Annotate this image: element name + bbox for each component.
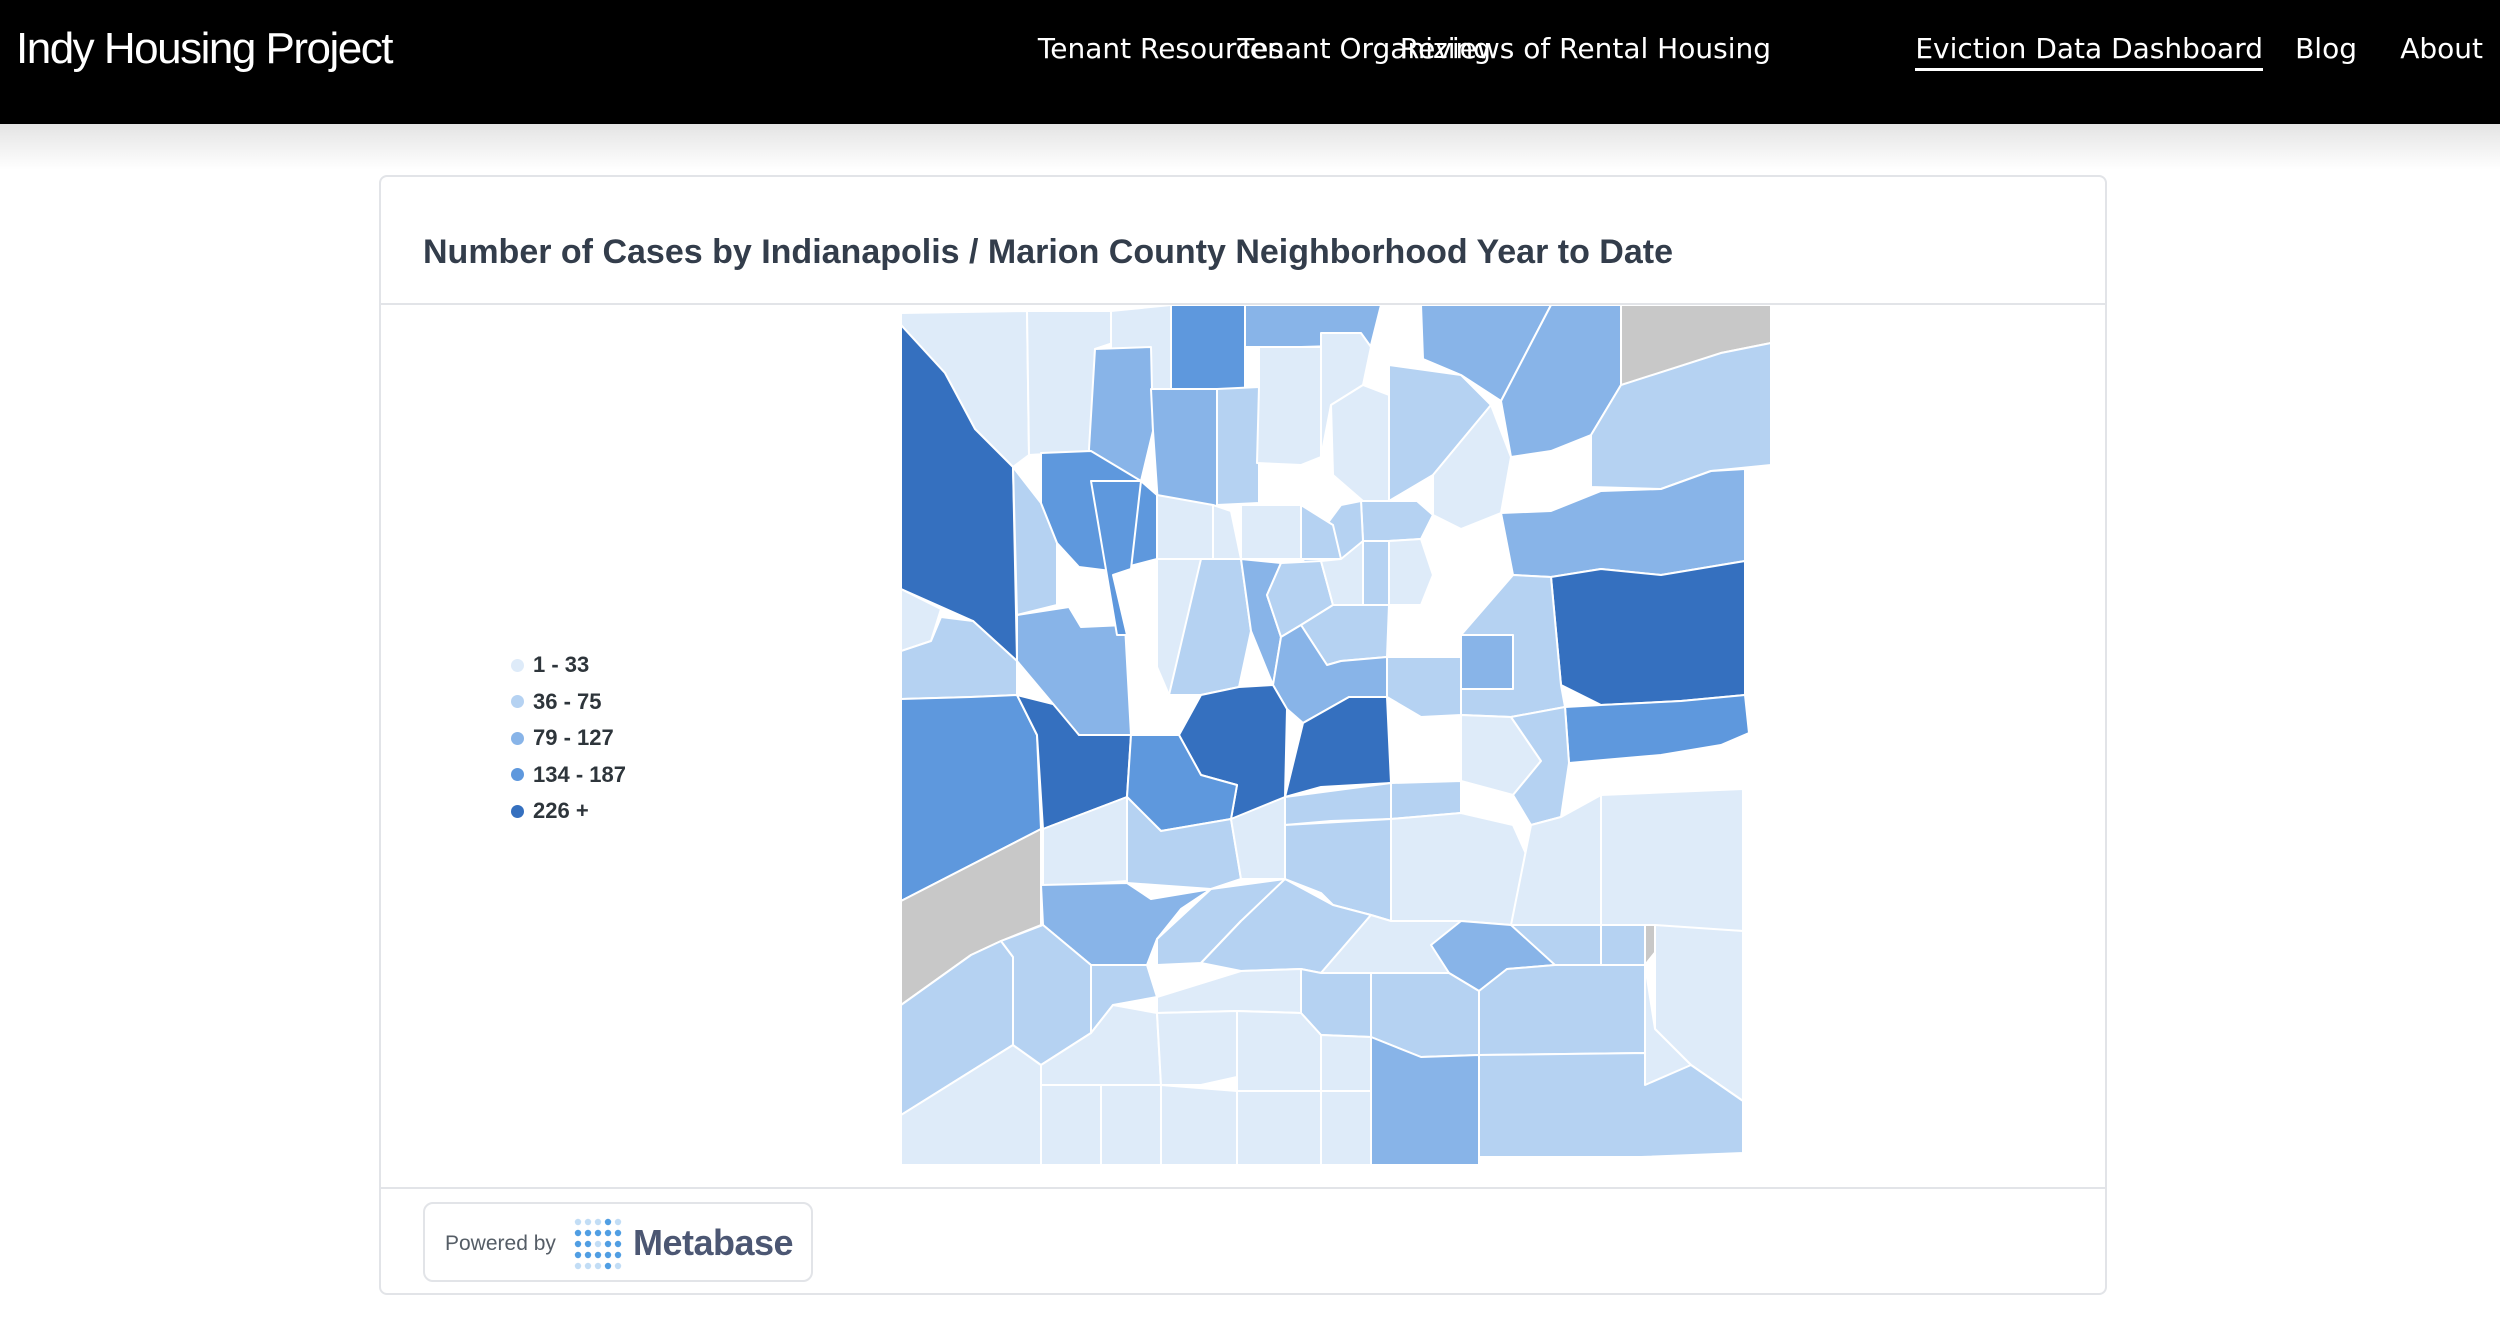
neighborhood-region[interactable]: [1320, 1034, 1372, 1092]
neighborhood-region[interactable]: [1478, 964, 1646, 1056]
metabase-logo-dot: [584, 1229, 592, 1237]
metabase-logo-dot: [604, 1262, 612, 1270]
neighborhood-choropleth-map[interactable]: [901, 305, 1781, 1175]
legend-label: 36 - 75: [533, 688, 602, 714]
metabase-logo-dot: [614, 1251, 622, 1259]
metabase-logo-dot: [594, 1240, 602, 1248]
neighborhood-region[interactable]: [1600, 788, 1744, 932]
legend-swatch-icon: [511, 731, 524, 745]
neighborhood-region[interactable]: [1564, 694, 1750, 764]
header-shadow: [0, 124, 2500, 170]
metabase-logo-dot: [574, 1218, 582, 1226]
nav-link-eviction-data-dashboard[interactable]: Eviction Data Dashboard: [1915, 32, 2263, 71]
neighborhood-region[interactable]: [1478, 1052, 1744, 1158]
map-legend: 1 - 33 36 - 75 79 - 127 134 - 187 226 +: [511, 647, 626, 830]
neighborhood-region[interactable]: [1388, 538, 1434, 606]
neighborhood-region[interactable]: [1550, 560, 1746, 706]
neighborhood-region[interactable]: [1156, 1010, 1238, 1086]
metabase-logo-dot: [574, 1229, 582, 1237]
neighborhood-region[interactable]: [1386, 656, 1462, 718]
legend-swatch-icon: [511, 768, 524, 782]
legend-label: 79 - 127: [533, 725, 614, 751]
metabase-logo-dot: [604, 1218, 612, 1226]
metabase-logo-dot: [604, 1240, 612, 1248]
metabase-logo-dot: [574, 1262, 582, 1270]
card-title: Number of Cases by Indianapolis / Marion…: [423, 233, 1673, 271]
nav-link-reviews-of-rental-housing[interactable]: Reviews of Rental Housing: [1399, 32, 1771, 65]
legend-item: 134 - 187: [511, 757, 626, 794]
neighborhood-region[interactable]: [1330, 384, 1390, 502]
metabase-logo-icon: [574, 1218, 622, 1270]
legend-item: 226 +: [511, 793, 626, 830]
neighborhood-region[interactable]: [1170, 305, 1246, 390]
legend-swatch-icon: [511, 658, 524, 672]
legend-label: 134 - 187: [533, 761, 626, 787]
neighborhood-region[interactable]: [1600, 924, 1646, 966]
legend-item: 1 - 33: [511, 647, 626, 684]
neighborhood-region[interactable]: [1420, 305, 1552, 402]
dashboard-card: Number of Cases by Indianapolis / Marion…: [379, 175, 2107, 1295]
nav-link-tenant-organizing[interactable]: Tenant Organizing: [1237, 32, 1491, 65]
metabase-logo-dot: [614, 1229, 622, 1237]
neighborhood-region[interactable]: [1156, 968, 1302, 1014]
neighborhood-region[interactable]: [1160, 1084, 1238, 1166]
legend-item: 36 - 75: [511, 684, 626, 721]
neighborhood-region[interactable]: [1100, 1084, 1162, 1166]
neighborhood-region[interactable]: [1040, 1084, 1102, 1166]
card-divider: [381, 303, 2105, 305]
neighborhood-region[interactable]: [1012, 466, 1058, 616]
nav-link-tenant-resources[interactable]: Tenant Resources: [1037, 32, 1283, 65]
neighborhood-region[interactable]: [1240, 504, 1302, 560]
metabase-logo-dot: [584, 1251, 592, 1259]
metabase-logo-dot: [614, 1218, 622, 1226]
metabase-logo-dot: [614, 1262, 622, 1270]
metabase-logo-dot: [584, 1240, 592, 1248]
metabase-logo-dot: [614, 1240, 622, 1248]
neighborhood-region[interactable]: [1090, 964, 1158, 1034]
metabase-brand-name: Metabase: [633, 1222, 794, 1263]
neighborhood-region[interactable]: [1460, 634, 1514, 690]
powered-by-metabase-badge[interactable]: Powered by Metabase: [423, 1202, 813, 1282]
neighborhood-region[interactable]: [1236, 1010, 1322, 1092]
neighborhood-region[interactable]: [1370, 1036, 1480, 1166]
nav-link-about[interactable]: About: [2400, 32, 2483, 65]
neighborhood-region[interactable]: [1432, 404, 1512, 530]
legend-label: 226 +: [533, 798, 589, 824]
metabase-logo-dot: [594, 1229, 602, 1237]
legend-swatch-icon: [511, 695, 524, 709]
neighborhood-region[interactable]: [1212, 504, 1242, 560]
legend-item: 79 - 127: [511, 720, 626, 757]
neighborhood-region[interactable]: [1256, 346, 1322, 466]
nav-link-blog[interactable]: Blog: [2295, 32, 2357, 65]
metabase-logo-dot: [594, 1251, 602, 1259]
neighborhood-region[interactable]: [1320, 1090, 1372, 1166]
metabase-logo-dot: [604, 1251, 612, 1259]
site-brand-link[interactable]: Indy Housing Project: [16, 24, 394, 73]
legend-label: 1 - 33: [533, 652, 590, 678]
neighborhood-region[interactable]: [1156, 494, 1214, 560]
neighborhood-region[interactable]: [1390, 812, 1532, 926]
neighborhood-region[interactable]: [1236, 1090, 1322, 1166]
metabase-logo-dot: [604, 1229, 612, 1237]
neighborhood-region[interactable]: [1360, 500, 1434, 542]
metabase-logo-dot: [574, 1251, 582, 1259]
metabase-logo-dot: [594, 1262, 602, 1270]
metabase-logo-dot: [584, 1262, 592, 1270]
metabase-logo-dot: [584, 1218, 592, 1226]
neighborhood-region[interactable]: [1216, 386, 1260, 506]
neighborhood-region[interactable]: [1090, 480, 1142, 636]
legend-swatch-icon: [511, 804, 524, 818]
metabase-logo-dot: [594, 1218, 602, 1226]
card-divider: [381, 1187, 2105, 1189]
metabase-logo-dot: [574, 1240, 582, 1248]
powered-by-label: Powered by: [445, 1232, 556, 1255]
top-navigation-bar: Indy Housing Project Tenant Resources Te…: [0, 0, 2500, 124]
